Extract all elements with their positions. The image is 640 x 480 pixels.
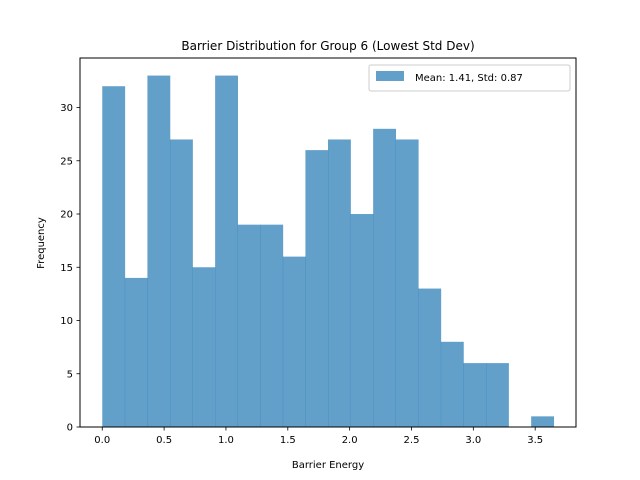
histogram-bar <box>395 139 419 427</box>
histogram-bar <box>282 256 306 427</box>
histogram-bar <box>305 150 329 427</box>
histogram-bar <box>350 214 374 427</box>
histogram-bar <box>237 224 261 427</box>
x-tick-label: 1.0 <box>218 435 234 446</box>
y-axis-title: Frequency <box>36 217 47 269</box>
histogram-bar <box>169 139 193 427</box>
y-tick-label: 10 <box>60 316 73 327</box>
y-tick-label: 5 <box>67 369 73 380</box>
legend-box <box>368 64 571 92</box>
bars-group <box>102 75 555 428</box>
x-tick-label: 0.5 <box>156 435 172 446</box>
x-axis-title: Barrier Energy <box>292 460 364 471</box>
histogram-bar <box>124 277 148 427</box>
histogram-bar <box>328 139 351 427</box>
y-tick-label: 15 <box>60 263 73 274</box>
y-axis-ticks: 0 5 10 15 20 25 30 <box>60 103 80 434</box>
legend-label: Mean: 1.41, Std: 0.87 <box>415 73 523 84</box>
histogram-bar <box>463 363 487 427</box>
x-tick-label: 3.0 <box>465 435 481 446</box>
histogram-bar <box>486 363 509 427</box>
histogram-bar <box>531 416 555 427</box>
histogram-bar <box>440 341 464 427</box>
x-tick-label: 2.5 <box>404 435 420 446</box>
histogram-bar <box>418 288 442 427</box>
plot-frame <box>79 57 577 428</box>
histogram-bar <box>192 267 216 427</box>
histogram-bar <box>373 128 397 427</box>
x-tick-label: 2.0 <box>342 435 358 446</box>
y-tick-label: 20 <box>60 210 73 221</box>
legend-swatch <box>376 71 404 81</box>
x-tick-label: 1.5 <box>280 435 296 446</box>
y-tick-label: 0 <box>67 423 73 434</box>
histogram-bar <box>147 75 171 428</box>
histogram-bar <box>102 86 126 428</box>
x-tick-label: 3.5 <box>527 435 543 446</box>
y-tick-label: 30 <box>60 103 73 114</box>
y-tick-label: 25 <box>60 156 73 167</box>
x-axis-ticks: 0.0 0.5 1.0 1.5 2.0 2.5 3.0 3.5 <box>94 427 543 446</box>
histogram-bar <box>260 224 284 427</box>
histogram-bar <box>215 75 239 428</box>
legend: Mean: 1.41, Std: 0.87 <box>368 64 571 92</box>
chart-title: Barrier Distribution for Group 6 (Lowest… <box>181 39 474 53</box>
x-tick-label: 0.0 <box>94 435 110 446</box>
